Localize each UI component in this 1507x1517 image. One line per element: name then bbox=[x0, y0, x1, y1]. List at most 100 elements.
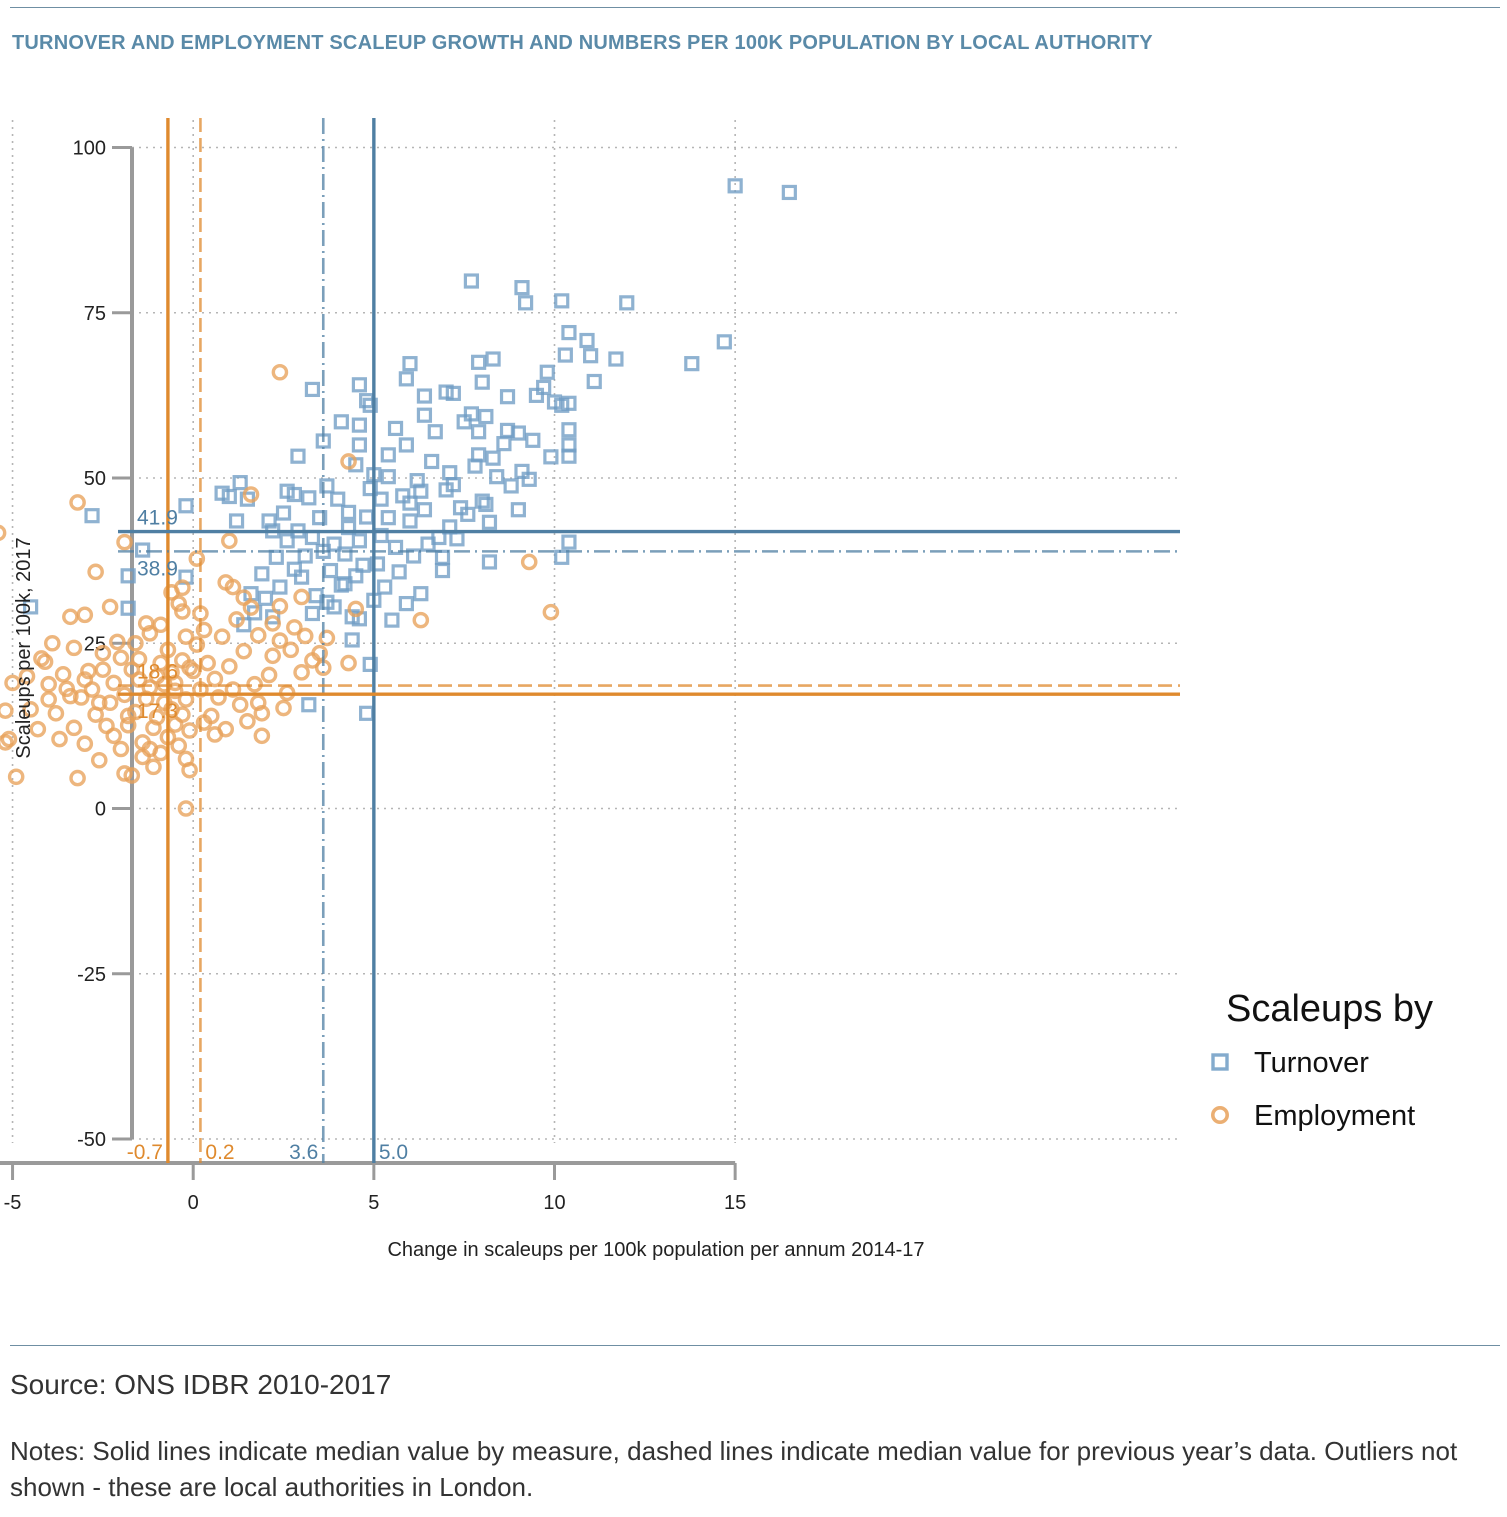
turnover-point bbox=[442, 465, 458, 481]
employment-point bbox=[217, 574, 235, 591]
turnover-point bbox=[333, 414, 349, 430]
employment-point bbox=[119, 707, 137, 725]
turnover-point bbox=[413, 586, 429, 602]
employment-point bbox=[347, 600, 365, 618]
x-tick-label: 15 bbox=[724, 1192, 746, 1214]
turnover-point bbox=[312, 510, 328, 526]
turnover-point bbox=[445, 385, 461, 401]
turnover-point bbox=[351, 417, 367, 433]
turnover-point bbox=[456, 414, 472, 430]
employment-point bbox=[90, 751, 108, 769]
turnover-point bbox=[377, 579, 393, 595]
turnover-point bbox=[178, 498, 194, 514]
top-rule bbox=[10, 7, 1500, 8]
x-tick-label: 5 bbox=[368, 1192, 379, 1214]
employment-point bbox=[224, 681, 242, 698]
turnover-point bbox=[684, 356, 700, 372]
turnover-point bbox=[561, 324, 577, 341]
employment-point bbox=[105, 674, 123, 692]
axis-labels: Change in scaleups per 100k population p… bbox=[13, 537, 925, 1261]
employment-point bbox=[249, 627, 267, 644]
turnover-point bbox=[326, 599, 342, 615]
turnover-point bbox=[351, 377, 367, 393]
employment-point bbox=[195, 714, 213, 731]
employment-point bbox=[145, 758, 162, 776]
employment-point bbox=[271, 597, 289, 615]
employment-point bbox=[65, 719, 83, 737]
turnover-point bbox=[561, 534, 577, 550]
employment-point bbox=[130, 650, 148, 668]
turnover-point bbox=[543, 449, 559, 465]
turnover-point bbox=[485, 351, 501, 367]
turnover-point bbox=[525, 432, 541, 448]
turnover-point bbox=[232, 475, 248, 491]
employment-point bbox=[340, 453, 357, 470]
employment-point bbox=[296, 627, 314, 645]
employment-point bbox=[221, 658, 238, 675]
turnover-point bbox=[413, 483, 429, 499]
turnover-point bbox=[528, 387, 545, 403]
employment-point bbox=[275, 699, 292, 717]
employment-point bbox=[33, 650, 50, 667]
turnover-point bbox=[344, 632, 360, 648]
turnover-point bbox=[489, 469, 505, 485]
turnover-point bbox=[481, 554, 498, 570]
median-label-x: 3.6 bbox=[289, 1141, 318, 1164]
turnover-point bbox=[499, 389, 516, 405]
median-label-x: -0.7 bbox=[127, 1141, 163, 1164]
employment-point bbox=[264, 647, 281, 665]
turnover-point bbox=[257, 590, 274, 606]
turnover-point bbox=[135, 542, 151, 558]
median-label-y: 41.9 bbox=[137, 507, 178, 530]
employment-point bbox=[340, 654, 357, 672]
turnover-point bbox=[319, 478, 335, 494]
employment-point bbox=[62, 687, 79, 705]
source-note: Source: ONS IDBR 2010-2017 bbox=[10, 1369, 392, 1400]
employment-point bbox=[282, 641, 300, 659]
employment-point bbox=[98, 717, 115, 735]
employment-point bbox=[242, 486, 260, 503]
turnover-point bbox=[474, 374, 490, 390]
turnover-point bbox=[293, 569, 310, 585]
employment-point bbox=[83, 681, 101, 698]
turnover-point bbox=[322, 562, 339, 579]
turnover-point bbox=[716, 334, 732, 350]
turnover-point bbox=[120, 600, 136, 616]
employment-point bbox=[170, 595, 188, 612]
employment-point bbox=[412, 611, 430, 629]
turnover-point bbox=[261, 513, 277, 529]
turnover-point bbox=[416, 407, 433, 423]
turnover-point bbox=[290, 448, 306, 464]
employment-point bbox=[242, 599, 260, 616]
turnover-point bbox=[279, 533, 295, 549]
employment-point bbox=[181, 722, 198, 739]
turnover-point bbox=[474, 493, 490, 509]
employment-point bbox=[188, 636, 206, 653]
turnover-point bbox=[463, 273, 480, 289]
legend-employment-label: Employment bbox=[1254, 1100, 1415, 1132]
employment-point bbox=[76, 606, 94, 624]
turnover-point bbox=[301, 490, 317, 506]
employment-point bbox=[253, 727, 271, 745]
employment-point bbox=[137, 690, 155, 708]
turnover-point bbox=[120, 568, 136, 584]
employment-point bbox=[65, 639, 83, 657]
turnover-point bbox=[471, 424, 487, 440]
turnover-point bbox=[301, 697, 317, 713]
legend: Scaleups by Turnover Employment bbox=[1211, 988, 1433, 1132]
y-tick-label: 50 bbox=[84, 468, 106, 490]
employment-point bbox=[293, 588, 310, 606]
turnover-point bbox=[304, 381, 321, 398]
employment-point bbox=[18, 668, 36, 685]
turnover-point bbox=[380, 469, 396, 485]
turnover-point bbox=[84, 508, 100, 524]
turnover-point bbox=[402, 356, 418, 372]
turnover-point bbox=[398, 595, 414, 612]
turnover-point bbox=[405, 548, 422, 564]
x-tick-label: 0 bbox=[188, 1192, 199, 1214]
employment-point bbox=[177, 628, 195, 645]
turnover-point bbox=[272, 579, 288, 595]
turnover-point bbox=[221, 488, 237, 505]
